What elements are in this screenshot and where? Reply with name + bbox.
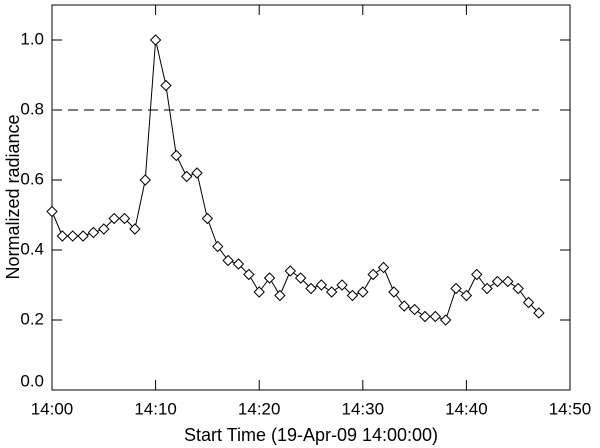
y-tick-label: 1.0 bbox=[20, 29, 44, 48]
x-tick-label: 14:20 bbox=[238, 399, 281, 418]
data-point bbox=[160, 79, 172, 92]
data-point bbox=[315, 279, 328, 291]
data-point bbox=[139, 174, 151, 186]
data-point bbox=[67, 230, 79, 242]
data-point bbox=[232, 258, 245, 270]
data-point bbox=[180, 170, 193, 183]
x-axis-label: Start Time (19-Apr-09 14:00:00) bbox=[184, 425, 438, 445]
plot-frame bbox=[51, 4, 571, 391]
data-point bbox=[253, 286, 265, 298]
y-tick-label: 0.8 bbox=[20, 99, 44, 118]
data-point bbox=[336, 279, 348, 291]
y-axis-label: Normalized radiance bbox=[3, 114, 23, 279]
data-point bbox=[460, 289, 473, 302]
data-point bbox=[522, 296, 535, 309]
data-point bbox=[502, 275, 514, 288]
data-point bbox=[222, 254, 234, 267]
x-tick-label: 14:40 bbox=[445, 399, 488, 418]
data-point bbox=[305, 282, 317, 295]
data-point bbox=[408, 303, 421, 316]
data-point bbox=[284, 265, 296, 277]
data-point bbox=[129, 223, 141, 235]
data-point bbox=[201, 212, 214, 225]
data-point bbox=[481, 282, 493, 295]
y-tick-label: 0.4 bbox=[20, 239, 44, 258]
data-point bbox=[87, 226, 100, 239]
data-point bbox=[149, 34, 162, 46]
data-point bbox=[108, 212, 120, 225]
data-point bbox=[191, 167, 203, 179]
data-point bbox=[471, 268, 483, 281]
data-point bbox=[263, 272, 276, 284]
y-tick-label: 0.6 bbox=[20, 169, 44, 188]
x-tick-label: 14:00 bbox=[31, 399, 74, 418]
data-point bbox=[533, 307, 545, 319]
x-tick-label: 14:50 bbox=[549, 399, 592, 418]
data-point bbox=[429, 310, 442, 323]
data-point bbox=[450, 282, 462, 295]
data-point bbox=[439, 314, 452, 326]
data-point bbox=[419, 310, 431, 323]
x-tick-label: 14:30 bbox=[342, 399, 385, 418]
data-point bbox=[46, 205, 58, 218]
data-point bbox=[326, 286, 338, 298]
data-point bbox=[98, 223, 110, 235]
data-point bbox=[294, 272, 307, 284]
data-point bbox=[170, 149, 183, 162]
data-point bbox=[388, 286, 400, 298]
y-tick-label: 0.0 bbox=[20, 371, 44, 390]
data-point bbox=[212, 240, 224, 253]
data-point bbox=[491, 275, 504, 288]
x-tick-label: 14:10 bbox=[134, 399, 177, 418]
data-point bbox=[512, 282, 524, 295]
data-point bbox=[243, 268, 255, 281]
data-point bbox=[398, 300, 410, 312]
data-point bbox=[357, 286, 369, 298]
data-point bbox=[274, 289, 286, 302]
data-point bbox=[56, 230, 69, 242]
data-point bbox=[367, 268, 379, 281]
data-point bbox=[346, 289, 359, 302]
data-point bbox=[377, 261, 390, 274]
data-point bbox=[77, 230, 89, 242]
data-point bbox=[118, 212, 131, 225]
y-tick-label: 0.2 bbox=[20, 309, 44, 328]
